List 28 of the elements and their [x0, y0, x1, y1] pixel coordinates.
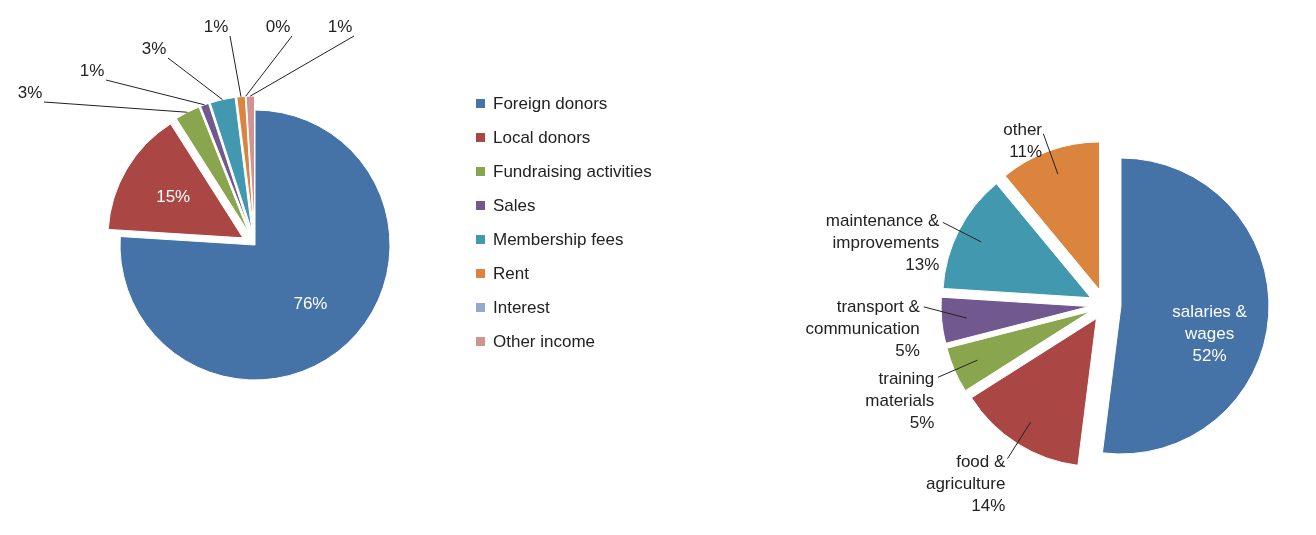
legend-label: Rent [493, 263, 530, 283]
data-label: 11% [1009, 142, 1042, 161]
slice-label: food & agriculture [925, 452, 1006, 494]
data-label: 5% [909, 412, 935, 432]
data-label: 52% [1192, 345, 1227, 365]
data-label: 5% [895, 340, 920, 360]
slice-label: salaries & wages [1172, 301, 1248, 343]
legend-label: Sales [493, 195, 536, 215]
data-label: 1% [327, 17, 353, 36]
legend-label: Fundraising activities [493, 161, 652, 181]
data-label: 3% [17, 83, 43, 102]
slice-label: maintenance & improvements [825, 210, 940, 252]
legend-label: Other income [493, 331, 596, 351]
legend-label: Interest [493, 297, 550, 317]
text: 0% [265, 17, 291, 36]
data-label: 13% [905, 254, 940, 274]
slice-label: training materials [865, 368, 935, 410]
legend-label: Local donors [493, 127, 591, 147]
data-label: 76% [293, 294, 328, 314]
data-label: 15% [156, 186, 191, 206]
data-label: 1% [79, 61, 105, 80]
data-label: 1% [203, 17, 229, 36]
slice-label: transport & communication [805, 296, 921, 338]
slice-label: other [1003, 120, 1043, 139]
legend-label: Membership fees [493, 229, 624, 249]
legend-label: Foreign donors [493, 93, 608, 113]
data-label: 14% [971, 496, 1006, 516]
data-label: 3% [141, 39, 167, 58]
